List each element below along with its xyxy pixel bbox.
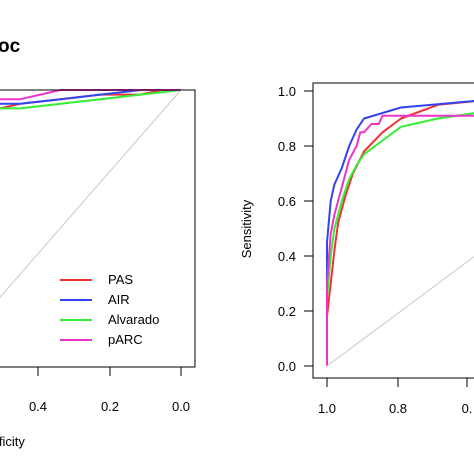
right-panel-y-ticks: 0.0 0.2 0.4 0.6 0.8 1.0 <box>278 84 313 374</box>
left-x-tick-label: 0.2 <box>101 399 119 414</box>
right-x-tick-label: 1.0 <box>318 401 336 416</box>
left-panel-x-ticks: 0.4 0.2 0.0 <box>29 367 190 414</box>
right-y-tick-label: 0.8 <box>278 139 296 154</box>
left-panel-legend: PAS AIR Alvarado pARC <box>60 272 159 347</box>
left-reference-diagonal <box>0 89 182 298</box>
left-x-tick-label: 0.0 <box>172 399 190 414</box>
legend-label-pas: PAS <box>108 272 133 287</box>
right-panel-series <box>326 100 474 367</box>
left-panel-x-axis-label: ificity <box>0 434 25 449</box>
right-reference-diagonal <box>326 256 474 367</box>
right-panel: 1.0 0.8 0. 0.0 0.2 0.4 0.6 0.8 1.0 Sensitivity <box>239 82 474 416</box>
right-y-tick-label: 1.0 <box>278 84 296 99</box>
legend-label-alvarado: Alvarado <box>108 312 159 327</box>
right-y-tick-label: 0.6 <box>278 194 296 209</box>
left-panel-frame <box>0 89 196 368</box>
legend-label-air: AIR <box>108 292 130 307</box>
right-x-tick-label: 0.8 <box>389 401 407 416</box>
left-panel-title: oc <box>0 36 21 57</box>
left-series-alvarado-line <box>0 89 182 110</box>
left-panel: oc 0.4 0.2 0.0 PAS AIR Alvarado pARC ificity <box>0 36 196 449</box>
right-panel-y-axis-label: Sensitivity <box>239 199 254 258</box>
right-series-air-line <box>326 100 474 366</box>
left-panel-series <box>0 89 182 298</box>
right-series-alvarado-line <box>326 112 474 366</box>
right-y-tick-label: 0.0 <box>278 359 296 374</box>
right-series-parc-line <box>326 114 474 366</box>
right-series-pas-line <box>326 100 474 366</box>
right-y-tick-label: 0.2 <box>278 304 296 319</box>
right-y-tick-label: 0.4 <box>278 249 296 264</box>
right-x-tick-label: 0. <box>462 401 473 416</box>
right-panel-frame <box>312 82 474 379</box>
left-x-tick-label: 0.4 <box>29 399 47 414</box>
legend-label-parc: pARC <box>108 332 143 347</box>
right-panel-x-ticks: 1.0 0.8 0. <box>318 378 472 416</box>
